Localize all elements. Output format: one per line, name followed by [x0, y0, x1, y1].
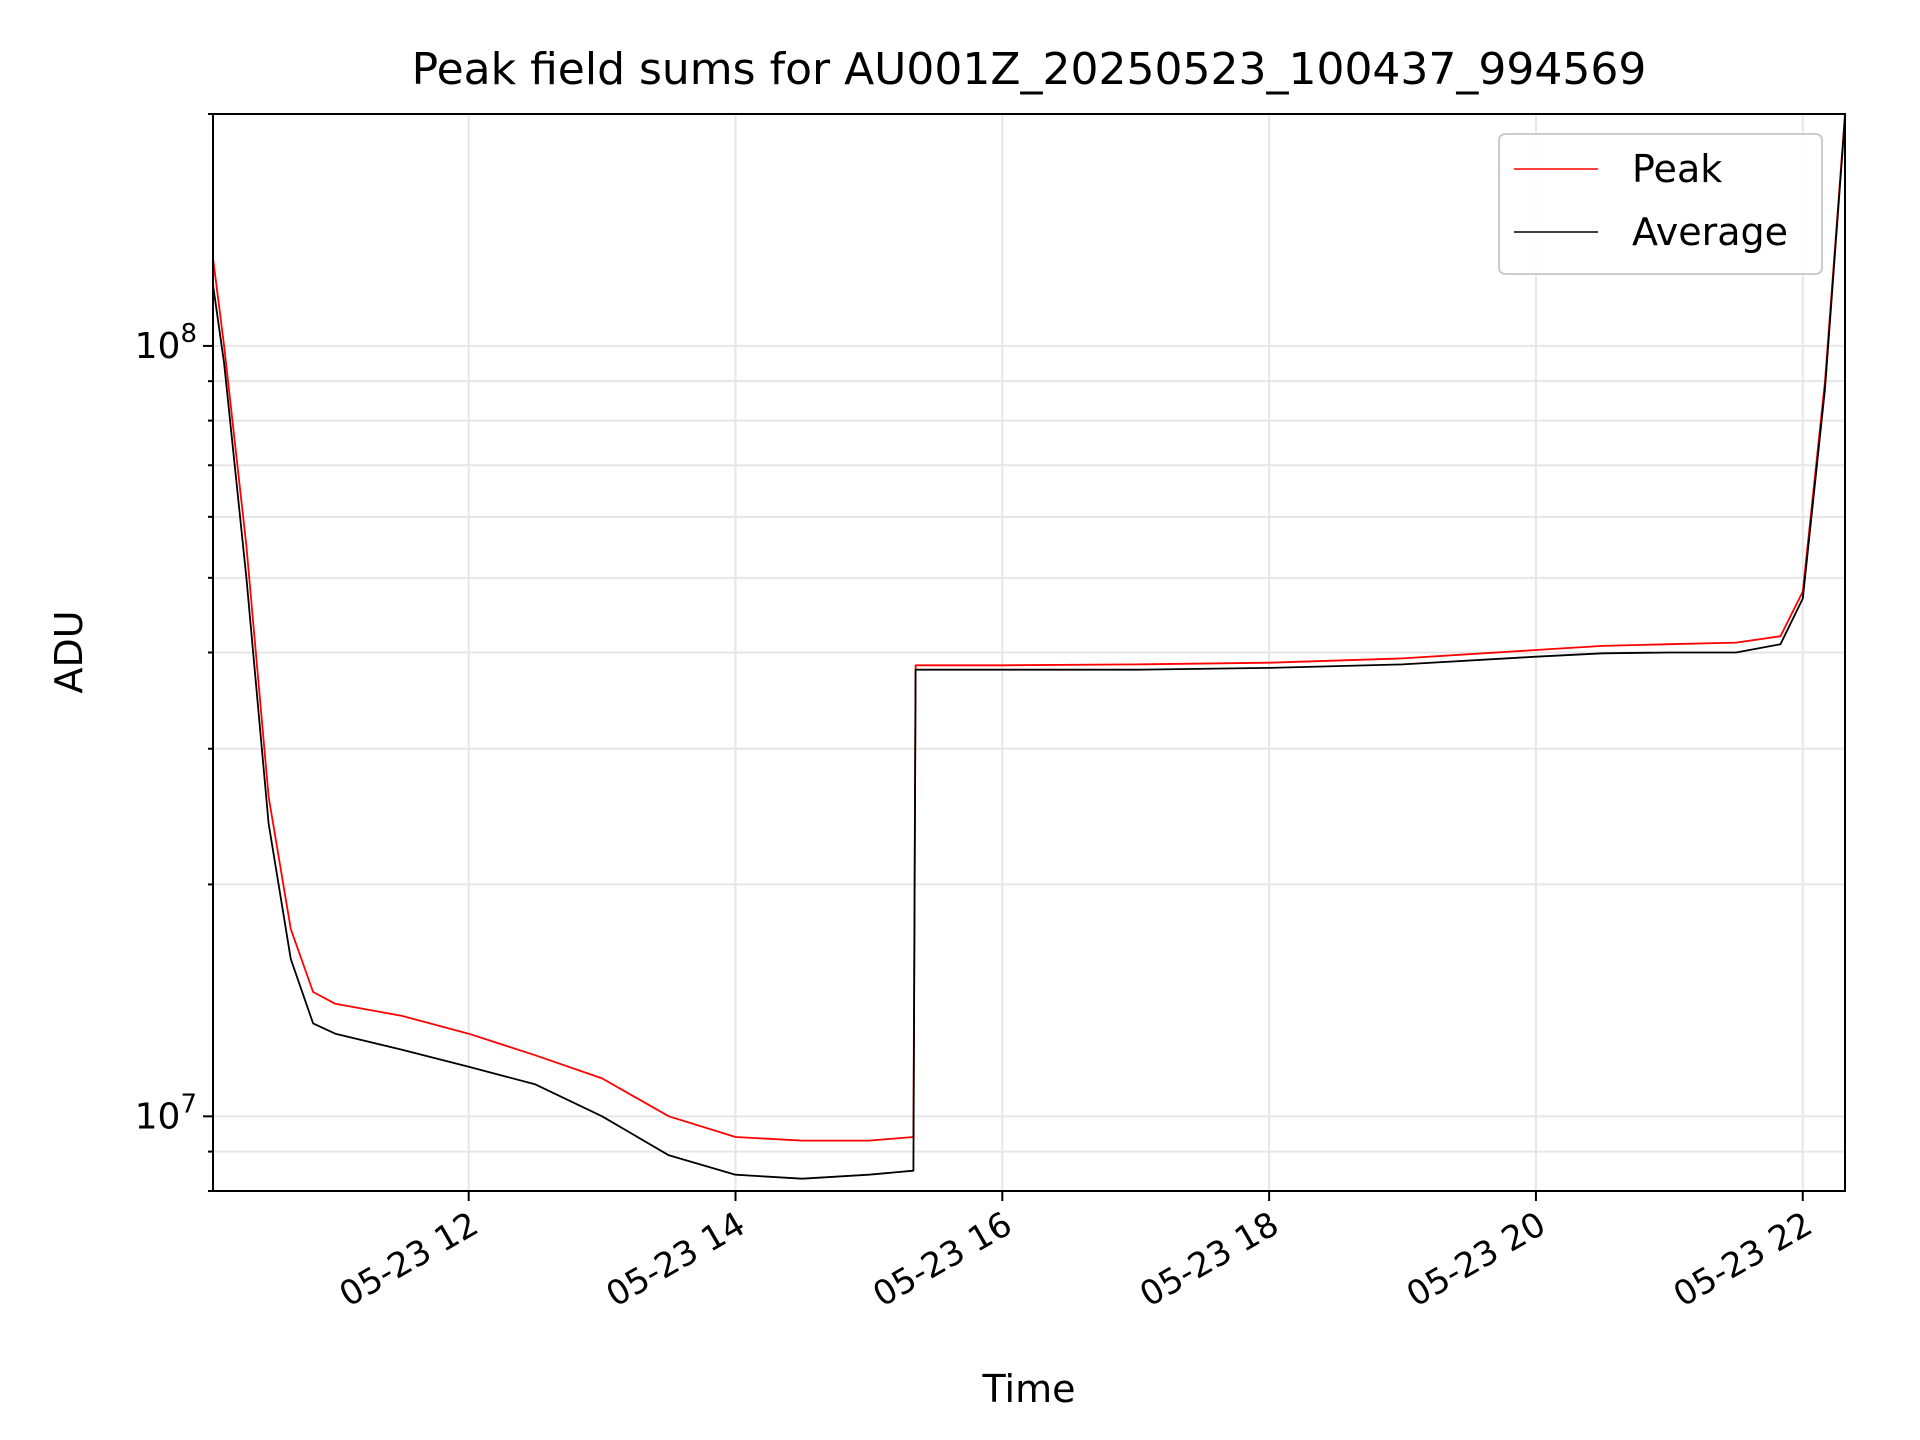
- y-tick-label: 107: [135, 1089, 197, 1137]
- series-layer: [212, 113, 1846, 1180]
- legend: Peak Average: [1498, 133, 1823, 275]
- chart-title: Peak field sums for AU001Z_20250523_1004…: [412, 44, 1647, 95]
- y-tick-label-base: 10: [135, 1096, 181, 1137]
- x-axis-label: Time: [982, 1367, 1076, 1411]
- legend-average-label: Average: [1632, 210, 1788, 254]
- legend-peak-label: Peak: [1632, 147, 1722, 191]
- y-tick-label-base: 10: [135, 326, 181, 367]
- series-line-average: [212, 117, 1846, 1180]
- y-tick-label-exponent: 8: [180, 319, 197, 349]
- y-axis-label: ADU: [47, 610, 91, 693]
- series-line-peak: [212, 113, 1846, 1142]
- y-tick-label-exponent: 7: [180, 1089, 197, 1119]
- y-tick-label: 108: [135, 319, 197, 367]
